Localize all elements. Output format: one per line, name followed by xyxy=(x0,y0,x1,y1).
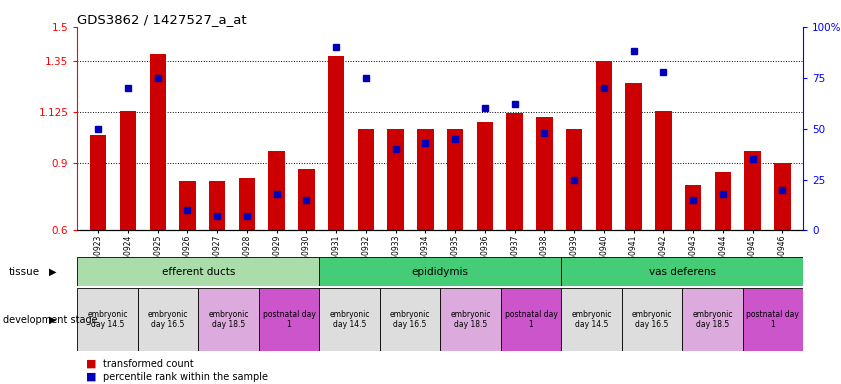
Text: embryonic
day 14.5: embryonic day 14.5 xyxy=(87,310,128,329)
Bar xyxy=(259,288,320,351)
Bar xyxy=(447,129,463,230)
Bar xyxy=(561,288,621,351)
Text: embryonic
day 14.5: embryonic day 14.5 xyxy=(330,310,370,329)
Text: embryonic
day 14.5: embryonic day 14.5 xyxy=(571,310,611,329)
Bar xyxy=(775,162,791,230)
Text: tissue: tissue xyxy=(8,266,40,277)
Bar xyxy=(320,288,380,351)
Text: postnatal day
1: postnatal day 1 xyxy=(262,310,315,329)
Bar xyxy=(357,129,374,230)
Bar xyxy=(743,288,803,351)
Text: epididymis: epididymis xyxy=(412,266,468,277)
Bar xyxy=(179,180,196,230)
Bar xyxy=(138,288,198,351)
Text: transformed count: transformed count xyxy=(103,359,193,369)
Bar xyxy=(621,288,682,351)
Text: ■: ■ xyxy=(86,372,96,382)
Text: ▶: ▶ xyxy=(50,314,56,325)
Bar xyxy=(537,118,553,230)
Bar xyxy=(77,288,138,351)
Text: percentile rank within the sample: percentile rank within the sample xyxy=(103,372,267,382)
Bar xyxy=(500,288,561,351)
Bar xyxy=(595,61,612,230)
Bar xyxy=(77,257,320,286)
Text: GDS3862 / 1427527_a_at: GDS3862 / 1427527_a_at xyxy=(77,13,247,26)
Bar xyxy=(380,288,441,351)
Bar xyxy=(417,129,434,230)
Text: vas deferens: vas deferens xyxy=(648,266,716,277)
Bar xyxy=(328,56,344,230)
Bar xyxy=(477,122,493,230)
Text: embryonic
day 18.5: embryonic day 18.5 xyxy=(450,310,491,329)
Text: embryonic
day 18.5: embryonic day 18.5 xyxy=(209,310,249,329)
Bar xyxy=(388,129,404,230)
Bar xyxy=(744,151,761,230)
Text: development stage: development stage xyxy=(3,314,98,325)
Bar xyxy=(90,136,106,230)
Text: embryonic
day 16.5: embryonic day 16.5 xyxy=(389,310,431,329)
Text: ■: ■ xyxy=(86,359,96,369)
Text: efferent ducts: efferent ducts xyxy=(161,266,235,277)
Bar xyxy=(209,180,225,230)
Bar xyxy=(506,113,523,230)
Bar xyxy=(198,288,259,351)
Bar xyxy=(299,169,315,230)
Text: embryonic
day 16.5: embryonic day 16.5 xyxy=(148,310,188,329)
Bar xyxy=(239,179,255,230)
Bar xyxy=(685,185,701,230)
Text: postnatal day
1: postnatal day 1 xyxy=(747,310,799,329)
Text: ▶: ▶ xyxy=(50,266,56,277)
Bar xyxy=(441,288,500,351)
Text: embryonic
day 18.5: embryonic day 18.5 xyxy=(692,310,733,329)
Text: postnatal day
1: postnatal day 1 xyxy=(505,310,558,329)
Bar xyxy=(682,288,743,351)
Bar xyxy=(655,111,671,230)
Bar xyxy=(566,129,582,230)
Bar xyxy=(626,83,642,230)
Bar xyxy=(150,54,166,230)
Bar xyxy=(561,257,803,286)
Bar xyxy=(268,151,285,230)
Bar xyxy=(320,257,561,286)
Text: embryonic
day 16.5: embryonic day 16.5 xyxy=(632,310,672,329)
Bar xyxy=(715,172,731,230)
Bar xyxy=(119,111,136,230)
